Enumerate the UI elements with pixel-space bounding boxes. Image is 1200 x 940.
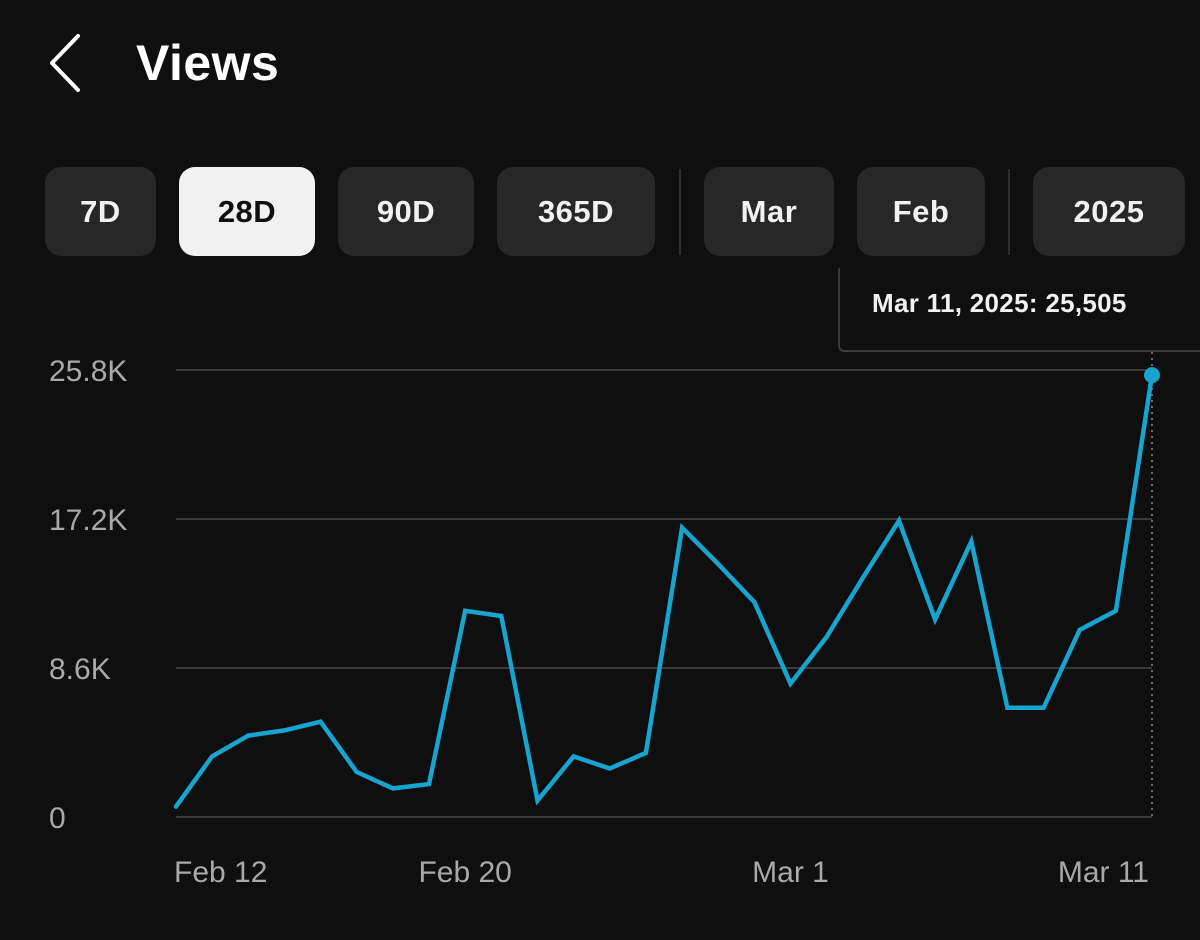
data-point xyxy=(789,682,793,686)
data-point xyxy=(752,600,756,604)
data-point xyxy=(1005,706,1009,710)
x-tick-label: Feb 20 xyxy=(418,856,511,889)
filter-divider xyxy=(1008,169,1010,255)
filter-chip-feb[interactable]: Feb xyxy=(857,167,985,256)
data-point xyxy=(644,751,648,755)
data-point xyxy=(391,786,395,790)
y-tick-label: 0 xyxy=(49,802,66,835)
filter-chip-90d[interactable]: 90D xyxy=(338,167,474,256)
data-point xyxy=(897,519,901,523)
data-point xyxy=(463,609,467,613)
data-point xyxy=(535,799,539,803)
data-point xyxy=(1114,609,1118,613)
data-point xyxy=(1042,706,1046,710)
time-range-filters: 7D 28D 90D 365D Mar Feb 2025 xyxy=(0,167,1200,257)
data-tooltip: Mar 11, 2025: 25,505 xyxy=(838,268,1200,352)
data-point xyxy=(427,782,431,786)
data-point xyxy=(319,720,323,724)
data-point xyxy=(680,526,684,530)
data-point xyxy=(210,754,214,758)
filter-chip-2025[interactable]: 2025 xyxy=(1033,167,1185,256)
data-point xyxy=(608,766,612,770)
data-point xyxy=(933,617,937,621)
data-point xyxy=(969,540,973,544)
y-tick-label: 25.8K xyxy=(49,355,127,388)
data-point xyxy=(572,754,576,758)
filter-chip-mar[interactable]: Mar xyxy=(704,167,834,256)
data-point xyxy=(174,805,178,809)
tooltip-text: Mar 11, 2025: 25,505 xyxy=(872,288,1127,318)
x-tick-label: Mar 1 xyxy=(752,856,829,889)
data-point xyxy=(1078,628,1082,632)
data-point xyxy=(499,614,503,618)
filter-chip-365d[interactable]: 365D xyxy=(497,167,655,256)
data-point xyxy=(355,770,359,774)
y-tick-label: 17.2K xyxy=(49,504,127,537)
data-point xyxy=(825,635,829,639)
header: Views xyxy=(0,0,1200,130)
data-point xyxy=(282,728,286,732)
y-tick-label: 8.6K xyxy=(49,653,111,686)
x-tick-label: Feb 12 xyxy=(174,856,267,889)
filter-divider xyxy=(679,169,681,255)
data-point xyxy=(246,734,250,738)
filter-chip-28d[interactable]: 28D xyxy=(179,167,315,256)
highlighted-data-point xyxy=(1144,367,1160,384)
x-tick-label: Mar 11 xyxy=(1058,856,1149,889)
chevron-left-icon xyxy=(50,34,80,92)
back-button[interactable] xyxy=(40,30,100,96)
series-line xyxy=(173,372,1155,809)
data-point xyxy=(861,576,865,580)
data-point xyxy=(716,562,720,566)
filter-chip-7d[interactable]: 7D xyxy=(45,167,156,256)
page-title: Views xyxy=(136,35,280,91)
